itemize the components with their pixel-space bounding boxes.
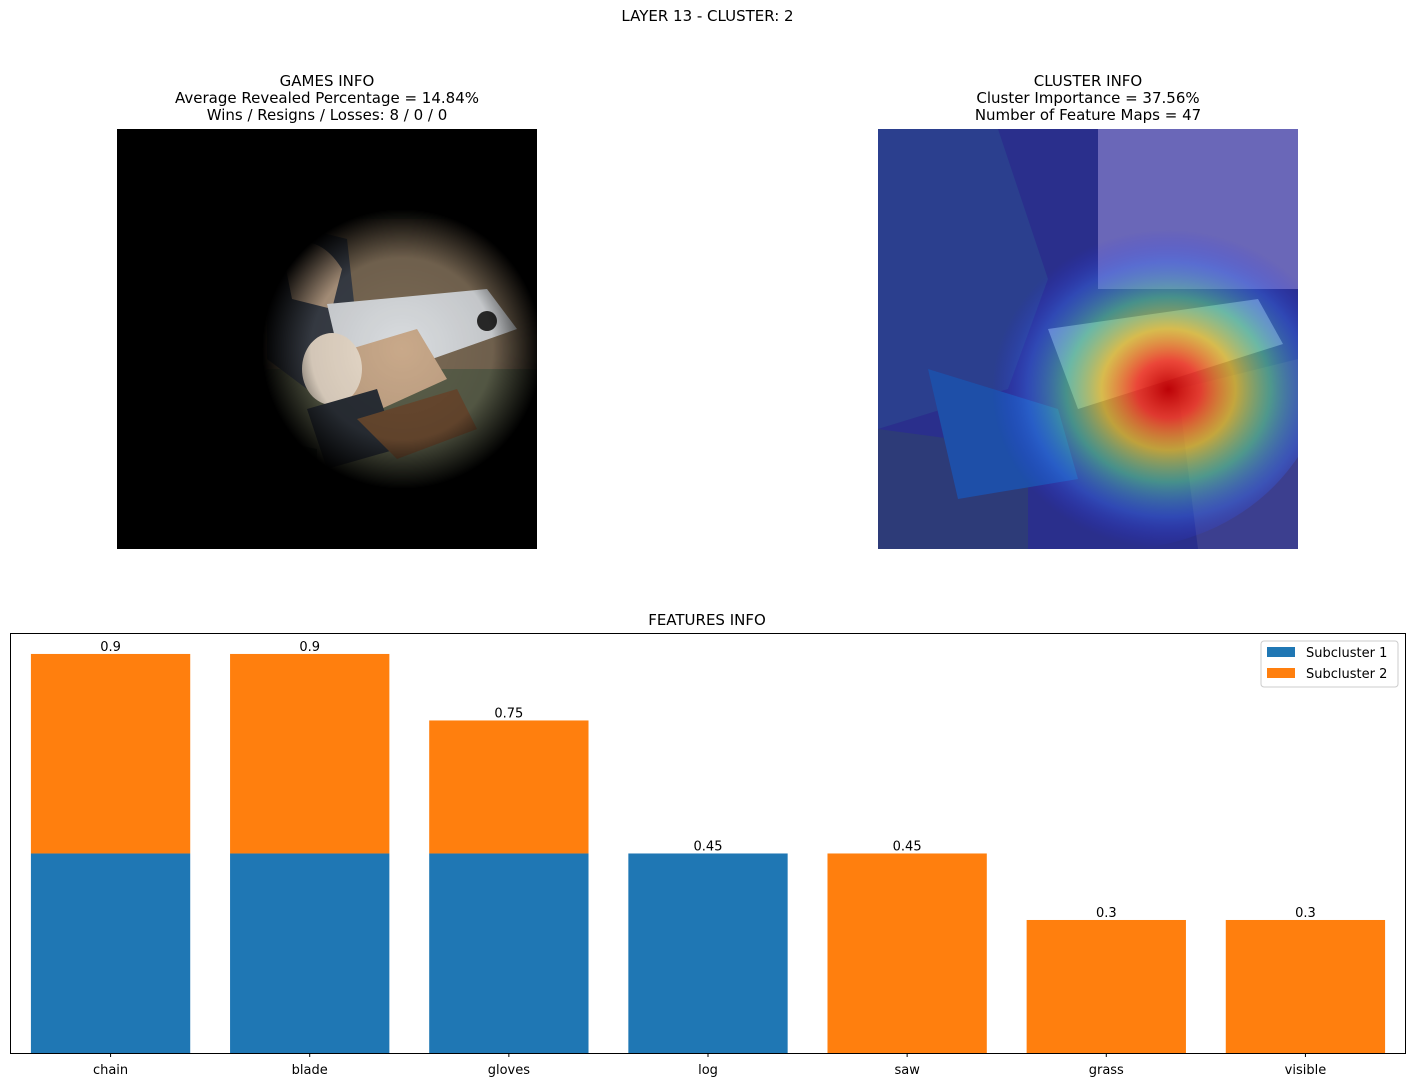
chart-title: FEATURES INFO (648, 611, 766, 629)
bar-total-label-blade: 0.9 (299, 640, 320, 655)
labels-layer: 0.9 0.9 0.75 0.45 0.45 0.3 0.3 (100, 640, 1316, 921)
legend-label-subcluster-2: Subcluster 2 (1306, 667, 1387, 682)
legend-swatch-subcluster-2 (1267, 668, 1295, 678)
bars-layer (30, 653, 1386, 1053)
x-tick-label-gloves: gloves (488, 1063, 531, 1078)
bar-visible-subcluster-2 (1225, 919, 1386, 1053)
average-revealed-percentage: Average Revealed Percentage = 14.84% (174, 89, 479, 107)
x-tick-label-chain: chain (93, 1063, 128, 1078)
legend-box (1260, 640, 1399, 688)
bar-total-label-log: 0.45 (694, 839, 723, 854)
bar-grass-subcluster-2 (1026, 919, 1186, 1053)
number-of-feature-maps: Number of Feature Maps = 47 (974, 106, 1202, 124)
bar-saw-subcluster-2 (827, 853, 987, 1053)
legend-swatch-subcluster-1 (1267, 647, 1295, 657)
bar-blade-subcluster-2 (230, 653, 390, 854)
bar-gloves-subcluster-2 (429, 720, 589, 854)
figure-title: LAYER 13 - CLUSTER: 2 (621, 7, 794, 25)
x-tick-label-log: log (698, 1063, 718, 1078)
heatmap-image (878, 129, 1298, 549)
legend: Subcluster 1 Subcluster 2 (1260, 640, 1399, 688)
bar-total-label-chain: 0.9 (100, 640, 121, 655)
bar-chain-subcluster-1 (30, 853, 191, 1053)
heatmap-image-graphic (878, 129, 1298, 549)
bar-total-label-gloves: 0.75 (494, 706, 523, 721)
x-tick-label-visible: visible (1285, 1063, 1327, 1078)
games-info-heading: GAMES INFO (279, 72, 375, 90)
wins-resigns-losses: Wins / Resigns / Losses: 8 / 0 / 0 (206, 106, 448, 124)
ticks-layer: chain blade gloves log saw grass visible (93, 1053, 1326, 1078)
games-info-title: GAMES INFO Average Revealed Percentage =… (117, 73, 537, 124)
revealed-image-graphic (117, 129, 537, 549)
cluster-info-title: CLUSTER INFO Cluster Importance = 37.56%… (878, 73, 1298, 124)
bar-chain-subcluster-2 (30, 653, 191, 854)
revealed-image (117, 129, 537, 549)
cluster-info-heading: CLUSTER INFO (1033, 72, 1143, 90)
x-tick-label-saw: saw (894, 1063, 920, 1078)
x-tick-label-blade: blade (292, 1063, 328, 1078)
bar-total-label-saw: 0.45 (893, 839, 922, 854)
x-tick-label-grass: grass (1089, 1063, 1124, 1078)
legend-label-subcluster-1: Subcluster 1 (1306, 646, 1387, 661)
bar-blade-subcluster-1 (230, 853, 390, 1053)
bar-total-label-visible: 0.3 (1295, 906, 1316, 921)
bar-log-subcluster-1 (628, 853, 788, 1053)
cluster-importance: Cluster Importance = 37.56% (976, 89, 1200, 107)
bar-total-label-grass: 0.3 (1096, 906, 1117, 921)
bar-gloves-subcluster-1 (429, 853, 589, 1053)
